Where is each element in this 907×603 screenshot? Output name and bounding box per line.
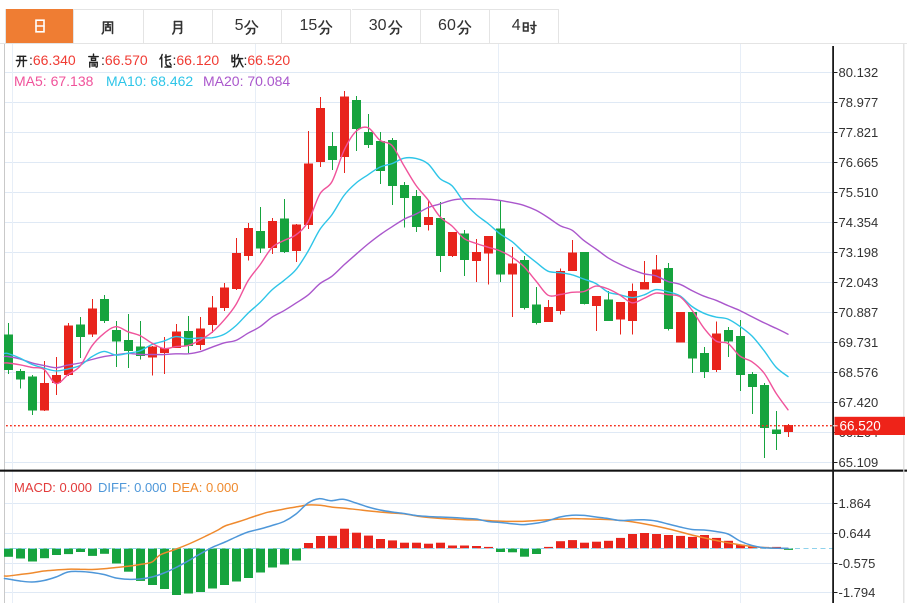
svg-text:-0.575: -0.575 (839, 556, 876, 571)
svg-text:1.864: 1.864 (839, 496, 872, 511)
svg-text:70.887: 70.887 (839, 305, 879, 320)
svg-text:80.132: 80.132 (839, 65, 879, 80)
svg-text:74.354: 74.354 (839, 215, 879, 230)
svg-text:66.520: 66.520 (840, 419, 881, 434)
svg-text:73.198: 73.198 (839, 245, 879, 260)
svg-text:68.576: 68.576 (839, 365, 879, 380)
svg-text:72.043: 72.043 (839, 275, 879, 290)
svg-text:77.821: 77.821 (839, 125, 879, 140)
svg-text:67.420: 67.420 (839, 395, 879, 410)
svg-text:-1.794: -1.794 (839, 585, 876, 600)
svg-text:78.977: 78.977 (839, 95, 879, 110)
svg-text:76.665: 76.665 (839, 155, 879, 170)
svg-text:65.109: 65.109 (839, 455, 879, 470)
svg-text:69.731: 69.731 (839, 335, 879, 350)
svg-text:0.644: 0.644 (839, 526, 872, 541)
svg-text:75.510: 75.510 (839, 185, 879, 200)
